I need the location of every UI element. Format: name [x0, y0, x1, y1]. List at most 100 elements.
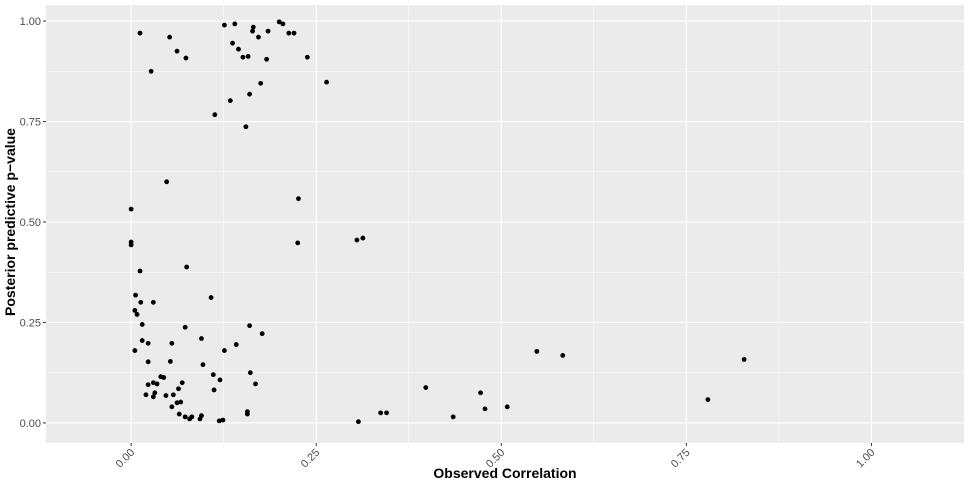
y-axis-title: Posterior predictive p−value [2, 128, 18, 316]
data-point [212, 112, 218, 118]
data-point [179, 380, 185, 386]
data-point [247, 370, 253, 376]
data-point [741, 357, 747, 362]
data-point [182, 324, 188, 330]
data-point [183, 55, 189, 61]
data-point [139, 338, 145, 343]
x-tick-label: 1.00 [854, 447, 878, 471]
data-point [232, 21, 238, 27]
data-point [199, 336, 204, 341]
data-point [324, 79, 329, 85]
data-point [132, 307, 138, 313]
data-point [705, 397, 711, 403]
data-point [217, 377, 223, 383]
data-point [258, 80, 264, 86]
major-gridlines [46, 5, 964, 443]
data-point [133, 292, 138, 298]
data-point [150, 299, 156, 305]
data-point [170, 392, 176, 398]
data-point [128, 206, 134, 212]
y-tick-label: 0.75 [20, 117, 41, 129]
y-tick-label: 1.00 [20, 16, 41, 28]
data-point [504, 404, 510, 410]
x-tick-label: 0.25 [299, 447, 323, 471]
data-point [208, 295, 214, 300]
data-point [128, 242, 134, 248]
data-point [360, 235, 366, 241]
data-points [128, 19, 747, 425]
data-point [244, 411, 250, 417]
data-point [291, 30, 297, 36]
data-point [295, 240, 301, 246]
data-point [145, 382, 151, 388]
data-point [154, 381, 160, 387]
data-point [286, 30, 292, 36]
data-point [478, 390, 483, 396]
data-point [182, 414, 188, 420]
data-point [161, 375, 167, 380]
data-point [169, 404, 175, 410]
data-point [134, 312, 140, 317]
data-point [240, 54, 246, 60]
data-point [199, 413, 204, 419]
data-point [145, 359, 151, 365]
data-point [132, 348, 138, 353]
data-point [143, 392, 149, 398]
data-point [150, 394, 156, 400]
data-point [138, 299, 144, 305]
y-tick-label: 0.00 [20, 418, 41, 430]
data-point [167, 359, 173, 364]
x-tick-label: 0.00 [114, 447, 138, 471]
data-point [247, 91, 252, 97]
data-point [296, 196, 301, 202]
data-point [163, 393, 169, 398]
data-point [259, 331, 265, 337]
data-point [534, 348, 540, 354]
data-point [384, 410, 389, 416]
data-point [256, 34, 261, 40]
data-point [264, 56, 270, 62]
data-point [152, 390, 158, 396]
data-point [211, 387, 217, 393]
data-point [236, 46, 241, 52]
y-axis: 0.00 0.25 0.50 0.75 1.00 [20, 16, 46, 430]
data-point [210, 372, 216, 378]
data-point [137, 30, 143, 36]
data-point [354, 237, 360, 243]
data-point [184, 264, 190, 270]
x-tick-label: 0.75 [669, 447, 693, 471]
data-point [200, 362, 206, 368]
data-point [280, 21, 286, 27]
data-point [250, 24, 256, 30]
data-point [265, 28, 271, 34]
data-point [227, 98, 233, 104]
y-tick-label: 0.50 [20, 217, 41, 229]
data-point [233, 342, 239, 347]
data-point [150, 380, 156, 386]
data-point [560, 353, 566, 358]
data-point [250, 28, 255, 34]
data-point [222, 348, 227, 353]
data-point [174, 400, 180, 406]
minor-gridlines [46, 5, 964, 443]
data-point [243, 124, 249, 130]
data-point [253, 381, 258, 387]
data-point [137, 268, 143, 274]
x-axis-title: Observed Correlation [433, 465, 576, 481]
data-point [247, 323, 252, 329]
data-point [450, 414, 456, 420]
data-point [189, 414, 195, 420]
data-point [378, 410, 384, 416]
data-point [148, 68, 154, 74]
data-point [356, 419, 361, 425]
data-point [220, 417, 226, 423]
data-point [167, 34, 173, 40]
data-point [482, 406, 488, 412]
data-point [169, 340, 175, 346]
data-point [139, 322, 145, 327]
plot-panel [46, 5, 964, 443]
data-point [222, 22, 227, 28]
data-point [145, 340, 151, 346]
data-point [176, 386, 181, 392]
